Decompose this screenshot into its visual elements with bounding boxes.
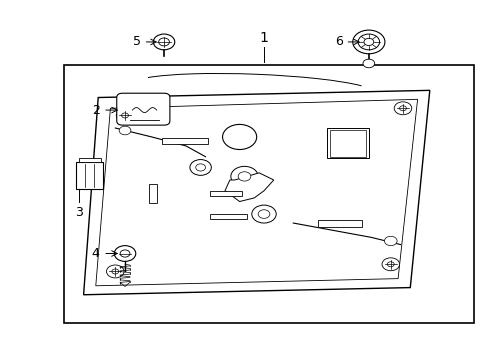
Bar [64,65,473,323]
Text: 5: 5 [132,35,141,49]
Circle shape [238,172,250,181]
Bar [210,214,246,220]
Circle shape [393,102,411,115]
Text: 1: 1 [259,31,268,45]
Circle shape [381,258,399,271]
Text: 6: 6 [334,35,342,49]
Circle shape [189,159,211,175]
Polygon shape [83,90,429,295]
Circle shape [119,126,131,135]
Circle shape [363,39,373,45]
Bar [317,220,361,226]
Text: 2: 2 [92,104,100,117]
Bar [149,184,157,203]
Circle shape [114,246,136,261]
Circle shape [222,125,256,149]
Circle shape [122,113,128,118]
FancyBboxPatch shape [117,93,169,125]
Circle shape [112,269,119,274]
Circle shape [158,38,169,46]
Text: 4: 4 [92,247,100,260]
Circle shape [357,34,379,50]
Text: 3: 3 [75,206,82,219]
Circle shape [195,164,205,171]
Circle shape [106,265,124,278]
Bar [327,128,368,158]
Circle shape [384,236,396,246]
Polygon shape [224,173,273,202]
Circle shape [399,106,406,111]
Circle shape [362,59,374,68]
Circle shape [352,30,384,54]
Circle shape [153,34,174,50]
Bar [329,130,366,157]
Bar [76,162,103,189]
Circle shape [251,205,276,223]
Bar [79,158,101,162]
Circle shape [120,250,130,257]
Bar [210,191,242,196]
Bar [161,138,207,144]
Circle shape [230,166,258,186]
Circle shape [386,262,393,267]
Circle shape [258,210,269,219]
Circle shape [116,109,134,122]
